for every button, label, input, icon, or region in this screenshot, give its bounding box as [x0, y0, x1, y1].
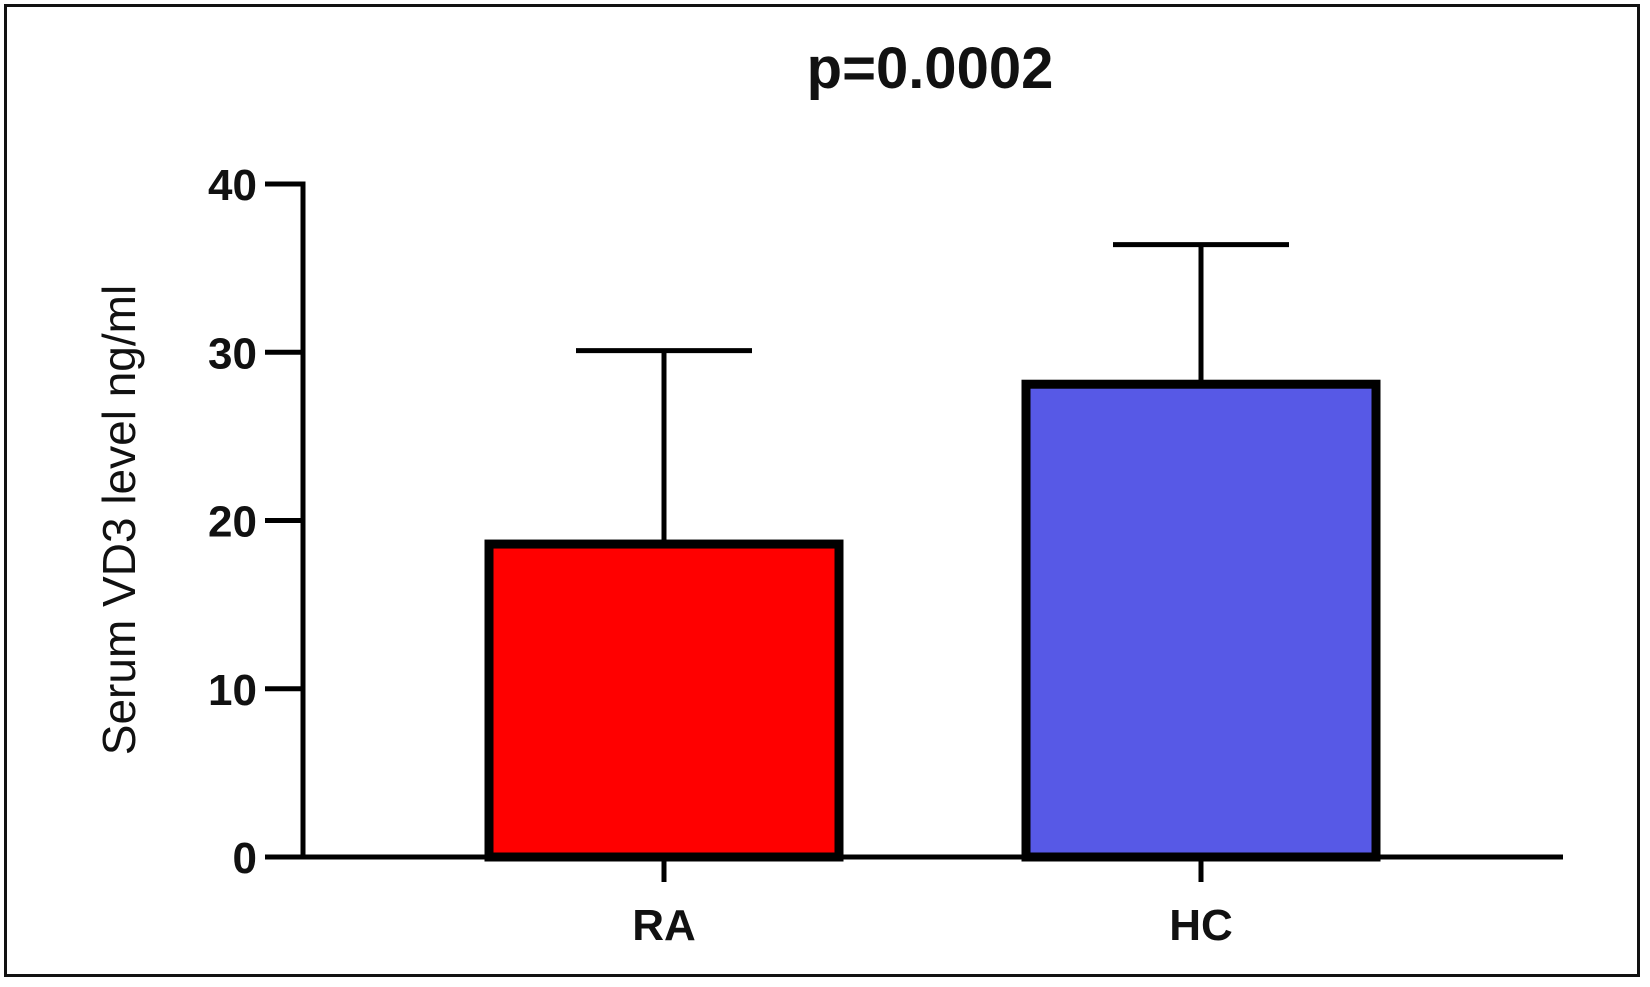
y-tick-label-10: 10 — [208, 666, 257, 715]
x-tick-label-hc: HC — [1169, 901, 1233, 950]
y-tick-label-40: 40 — [208, 161, 257, 210]
y-tick-label-30: 30 — [208, 329, 257, 378]
x-tick-label-ra: RA — [632, 901, 696, 950]
x-ticks-layer: RA HC — [632, 857, 1233, 950]
error-bars-layer — [576, 242, 1289, 545]
y-tick-label-20: 20 — [208, 498, 257, 547]
chart-title: p=0.0002 — [807, 36, 1054, 101]
bar-hc — [1021, 379, 1381, 862]
y-axis-label: Serum VD3 level ng/ml — [93, 285, 145, 755]
y-tick-label-0: 0 — [233, 834, 257, 883]
bars-layer — [484, 379, 1381, 862]
bar-ra — [484, 539, 844, 862]
y-ticks-layer: 0 10 20 30 40 — [208, 161, 303, 883]
